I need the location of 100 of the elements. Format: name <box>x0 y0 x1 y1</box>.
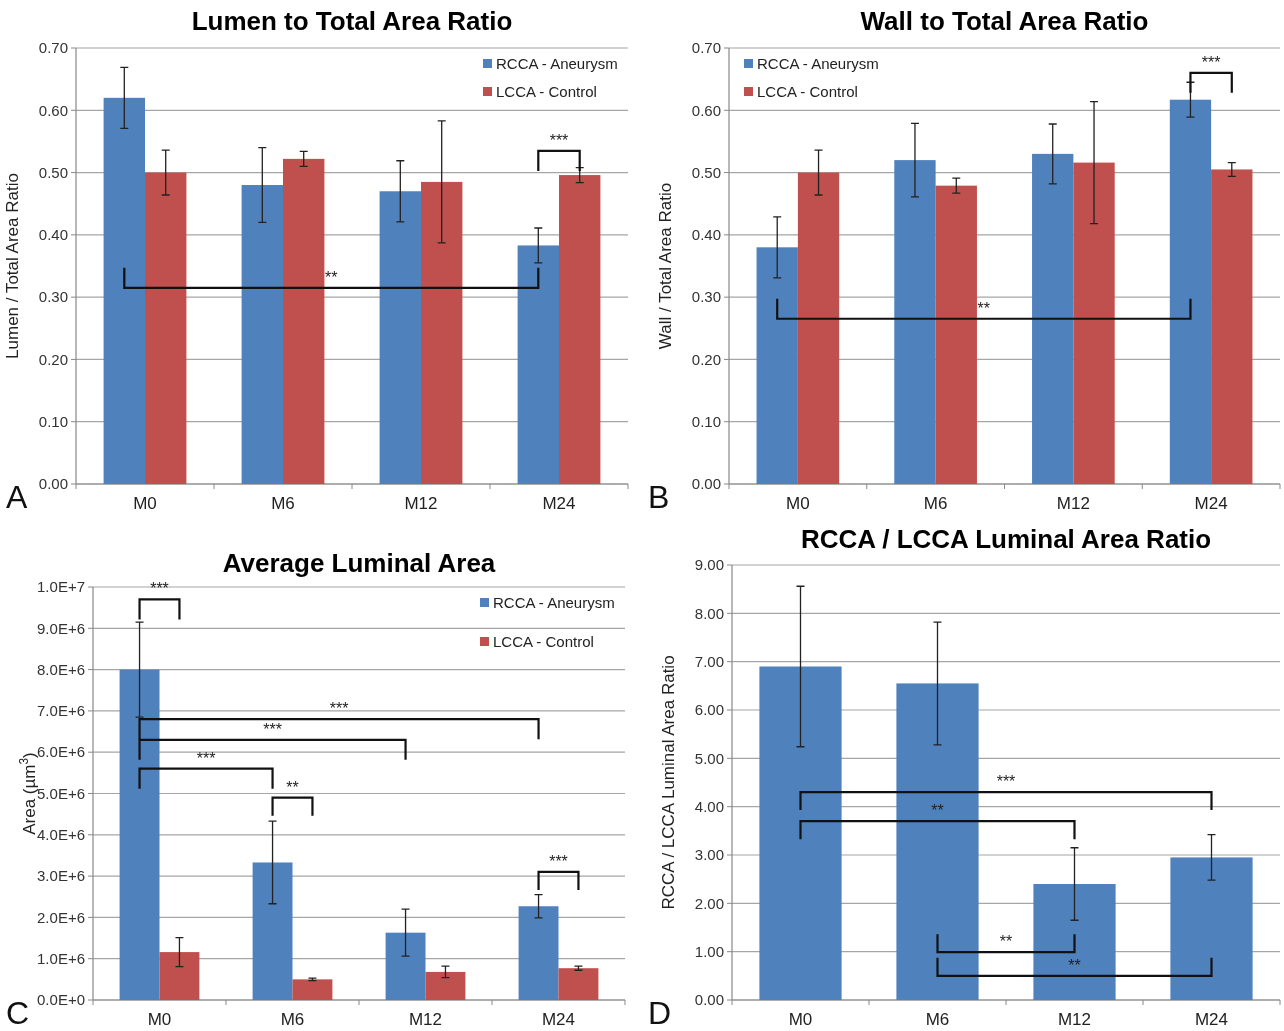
y-tick-label: 0.20 <box>691 350 721 368</box>
text: B <box>648 479 670 515</box>
bar <box>252 862 293 1000</box>
y-tick-label: 0.10 <box>691 412 721 430</box>
legend-label: LCCA - Control <box>493 633 594 651</box>
y-tick-label: 4.00 <box>694 797 724 815</box>
y-tick-label: 0.10 <box>38 412 68 430</box>
annotation: *** <box>996 773 1016 791</box>
y-tick-label: 8.00 <box>694 604 724 622</box>
bar <box>797 172 840 484</box>
x-tick-label: M24 <box>541 1010 576 1029</box>
y-tick-label: 5.0E+6 <box>37 784 85 802</box>
bar <box>1073 162 1115 484</box>
x-tick-label: M12 <box>408 1010 443 1029</box>
x-tick-label: M12 <box>404 494 438 513</box>
text: A <box>6 479 28 515</box>
chart-title: RCCA / LCCA Luminal Area Ratio <box>800 524 1212 554</box>
x-tick-label: M24 <box>1194 1010 1229 1029</box>
x-tick-label: M6 <box>271 494 295 513</box>
chart-title: Wall to Total Area Ratio <box>860 6 1149 36</box>
annotation: ** <box>1068 956 1081 974</box>
y-tick-label: 3.00 <box>694 846 724 864</box>
bar <box>756 247 798 484</box>
annotation: ** <box>977 299 991 317</box>
bar <box>1170 857 1253 1000</box>
bar <box>241 185 283 484</box>
text: C <box>6 995 30 1031</box>
bar <box>385 932 426 1000</box>
annotation: ** <box>286 778 299 796</box>
bar <box>425 971 466 1000</box>
y-tick-label: 2.00 <box>694 894 724 912</box>
annotation: *** <box>329 700 349 718</box>
y-tick-label: 1.0E+7 <box>37 578 85 596</box>
annotation: *** <box>263 720 282 738</box>
x-tick-label: M0 <box>147 1010 172 1029</box>
annotation: *** <box>1201 53 1221 71</box>
bar <box>935 185 977 484</box>
bar <box>894 160 936 484</box>
bar <box>518 906 559 1000</box>
x-tick-label: M24 <box>1194 494 1228 513</box>
annotation: ** <box>999 933 1013 951</box>
y-tick-label: 0.70 <box>691 39 721 57</box>
y-tick-label: 0.00 <box>38 475 68 493</box>
y-tick-label: 2.0E+6 <box>37 908 85 926</box>
bar <box>1033 884 1116 1000</box>
y-tick-label: 4.0E+6 <box>37 826 85 844</box>
y-tick-label: 1.0E+6 <box>37 949 85 967</box>
y-tick-label: 0.60 <box>38 101 68 119</box>
y-tick-label: 7.00 <box>694 652 724 670</box>
x-tick-label: M6 <box>280 1010 305 1029</box>
bar <box>145 172 187 484</box>
x-tick-label: M0 <box>788 1010 813 1029</box>
y-tick-label: 0.30 <box>691 288 721 306</box>
bar <box>1169 99 1212 484</box>
x-tick-label: M0 <box>133 494 157 513</box>
y-tick-label: 0.70 <box>38 39 68 57</box>
legend-label: RCCA - Aneurysm <box>757 55 879 73</box>
text: D <box>648 995 672 1031</box>
x-tick-label: M6 <box>925 1010 950 1029</box>
y-tick-label: 0.50 <box>38 163 68 181</box>
bar <box>119 669 160 1000</box>
annotation: *** <box>196 749 216 767</box>
y-tick-label: 0.40 <box>691 226 721 244</box>
bar <box>1211 169 1253 484</box>
bar <box>103 97 145 484</box>
y-axis-title: Wall / Total Area Ratio <box>656 182 675 350</box>
y-tick-label: 9.00 <box>694 556 724 574</box>
y-tick-label: 0.0E+0 <box>37 991 85 1009</box>
bar <box>517 245 559 484</box>
bar <box>1032 153 1074 484</box>
bar <box>559 175 601 484</box>
y-tick-label: 0.60 <box>691 101 721 119</box>
annotation: ** <box>325 268 338 286</box>
bar <box>421 181 463 484</box>
y-tick-label: 5.00 <box>694 749 724 767</box>
bar <box>379 191 421 484</box>
annotation: ** <box>931 802 944 820</box>
x-tick-label: M12 <box>1057 1010 1092 1029</box>
annotation: *** <box>549 131 569 149</box>
bar <box>558 968 599 1000</box>
x-tick-label: M12 <box>1056 494 1090 513</box>
y-tick-label: 0.30 <box>38 288 68 306</box>
y-tick-label: 9.0E+6 <box>37 619 85 637</box>
legend-label: LCCA - Control <box>757 83 858 101</box>
x-tick-label: M0 <box>786 494 810 513</box>
y-tick-label: 0.50 <box>691 163 721 181</box>
x-tick-label: M6 <box>923 494 948 513</box>
chart-title: Lumen to Total Area Ratio <box>191 6 513 36</box>
bar <box>292 979 333 1000</box>
y-tick-label: 3.0E+6 <box>37 867 85 885</box>
annotation: *** <box>549 852 568 870</box>
annotation: *** <box>150 580 169 598</box>
y-tick-label: 0.20 <box>38 350 68 368</box>
bar <box>159 952 200 1000</box>
legend-label: LCCA - Control <box>496 83 597 101</box>
y-axis-title: Lumen / Total Area Ratio <box>3 173 22 359</box>
y-tick-label: 6.00 <box>694 701 724 719</box>
bar <box>896 683 979 1000</box>
y-tick-label: 0.00 <box>694 991 724 1009</box>
y-tick-label: 7.0E+6 <box>37 702 85 720</box>
